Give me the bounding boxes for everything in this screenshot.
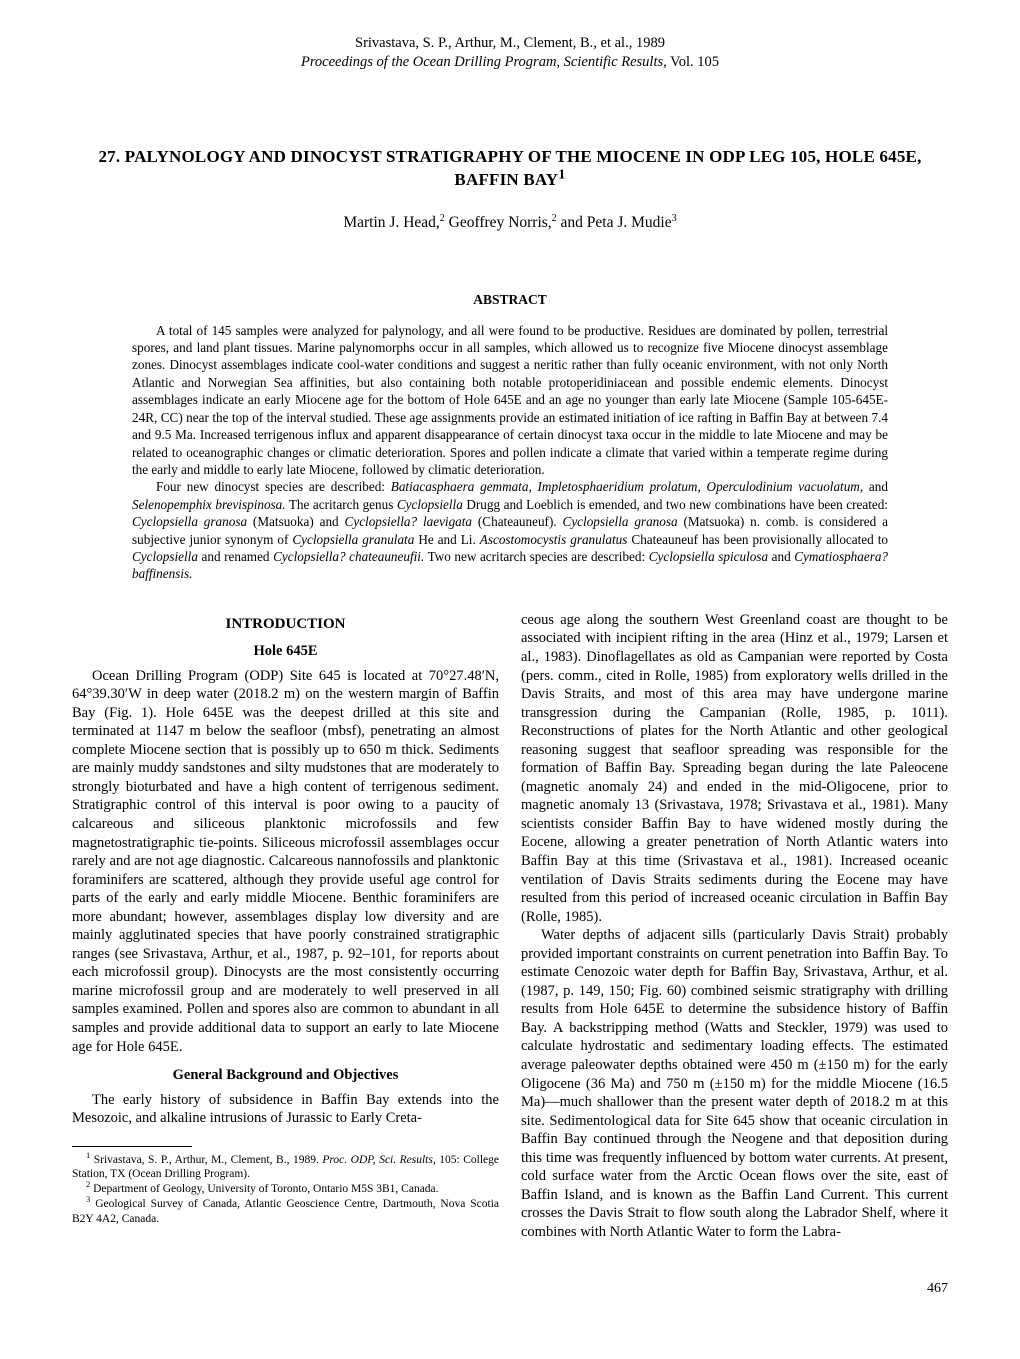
two-column-body: INTRODUCTION Hole 645E Ocean Drilling Pr… xyxy=(72,611,948,1242)
footnote-rule xyxy=(72,1146,192,1147)
title-footnote-ref: 1 xyxy=(558,166,565,182)
footnote-3: 3 Geological Survey of Canada, Atlantic … xyxy=(72,1197,499,1226)
abstract-heading: ABSTRACT xyxy=(72,292,948,308)
abstract-para-2: Four new dinocyst species are described:… xyxy=(132,478,888,583)
page-number: 467 xyxy=(72,1281,948,1297)
hole-heading: Hole 645E xyxy=(72,642,499,661)
page-root: Srivastava, S. P., Arthur, M., Clement, … xyxy=(0,0,1020,1347)
left-column: INTRODUCTION Hole 645E Ocean Drilling Pr… xyxy=(72,611,499,1242)
footnote-1: 1 Srivastava, S. P., Arthur, M., Clement… xyxy=(72,1153,499,1182)
citation-volume: Vol. 105 xyxy=(667,54,719,70)
citation-journal: Proceedings of the Ocean Drilling Progra… xyxy=(301,54,667,70)
paper-title: 27. PALYNOLOGY AND DINOCYST STRATIGRAPHY… xyxy=(72,146,948,192)
abstract-block: A total of 145 samples were analyzed for… xyxy=(132,322,888,583)
running-header: Srivastava, S. P., Arthur, M., Clement, … xyxy=(72,34,948,72)
col2-para-1: ceous age along the southern West Greenl… xyxy=(521,611,948,926)
authors-line: Martin J. Head,2 Geoffrey Norris,2 and P… xyxy=(72,214,948,232)
intro-para-1: Ocean Drilling Program (ODP) Site 645 is… xyxy=(72,667,499,1056)
background-para-1: The early history of subsidence in Baffi… xyxy=(72,1091,499,1128)
title-text: 27. PALYNOLOGY AND DINOCYST STRATIGRAPHY… xyxy=(98,147,921,189)
abstract-para-1: A total of 145 samples were analyzed for… xyxy=(132,322,888,479)
right-column: ceous age along the southern West Greenl… xyxy=(521,611,948,1242)
introduction-heading: INTRODUCTION xyxy=(72,615,499,634)
citation-line-1: Srivastava, S. P., Arthur, M., Clement, … xyxy=(355,35,665,51)
footnotes: 1 Srivastava, S. P., Arthur, M., Clement… xyxy=(72,1153,499,1227)
footnote-2: 2 Department of Geology, University of T… xyxy=(72,1182,499,1197)
col2-para-2: Water depths of adjacent sills (particul… xyxy=(521,926,948,1241)
background-heading: General Background and Objectives xyxy=(72,1066,499,1085)
